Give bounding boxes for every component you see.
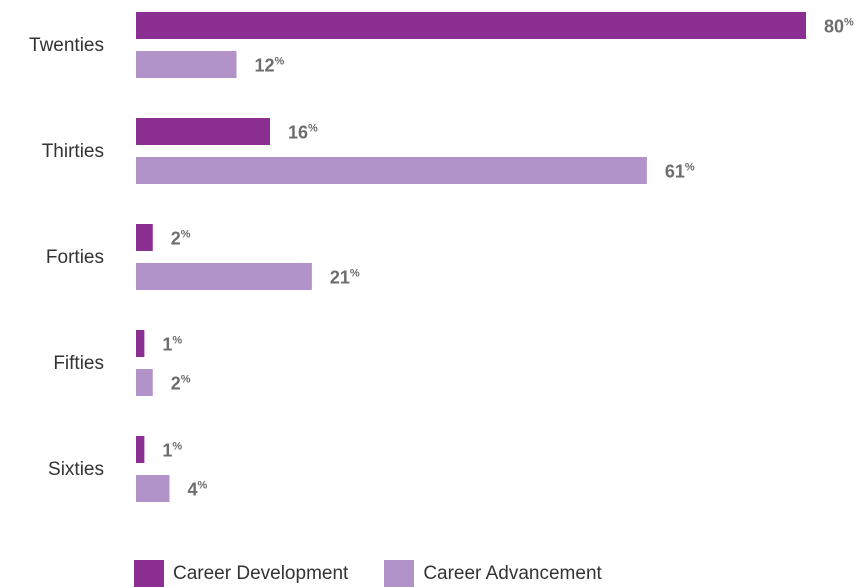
bar-career-advancement-forties: [136, 263, 312, 290]
data-label-career-development-fifties: 1%: [162, 335, 182, 355]
data-label-career-development-sixties: 1%: [162, 441, 182, 461]
data-label-career-advancement-twenties: 12%: [255, 56, 285, 76]
legend-item-career-advancement: Career Advancement: [384, 560, 602, 587]
bar-career-advancement-sixties: [136, 475, 170, 502]
data-label-career-advancement-forties: 21%: [330, 268, 360, 288]
bar-career-advancement-twenties: [136, 51, 237, 78]
legend-label-career-development: Career Development: [173, 562, 349, 584]
data-label-career-development-forties: 2%: [171, 229, 191, 249]
bar-career-development-forties: [136, 224, 153, 251]
bar-career-development-thirties: [136, 118, 270, 145]
data-label-career-advancement-thirties: 61%: [665, 162, 695, 182]
legend: Career Development Career Advancement: [134, 560, 638, 587]
bar-career-development-twenties: [136, 12, 806, 39]
legend-label-career-advancement: Career Advancement: [423, 562, 602, 584]
category-label-twenties: Twenties: [29, 35, 104, 56]
data-label-career-advancement-sixties: 4%: [188, 480, 208, 500]
bar-career-advancement-thirties: [136, 157, 647, 184]
category-label-sixties: Sixties: [48, 459, 104, 480]
data-label-career-development-thirties: 16%: [288, 123, 318, 143]
data-label-career-development-twenties: 80%: [824, 17, 854, 37]
legend-swatch-career-advancement: [384, 560, 415, 587]
category-label-forties: Forties: [46, 247, 104, 268]
bar-career-development-fifties: [136, 330, 145, 357]
category-label-thirties: Thirties: [42, 141, 104, 162]
category-label-fifties: Fifties: [53, 353, 104, 374]
bar-career-advancement-fifties: [136, 369, 153, 396]
legend-item-career-development: Career Development: [134, 560, 348, 587]
data-label-career-advancement-fifties: 2%: [171, 374, 191, 394]
legend-swatch-career-development: [134, 560, 164, 587]
bar-career-development-sixties: [136, 436, 145, 463]
